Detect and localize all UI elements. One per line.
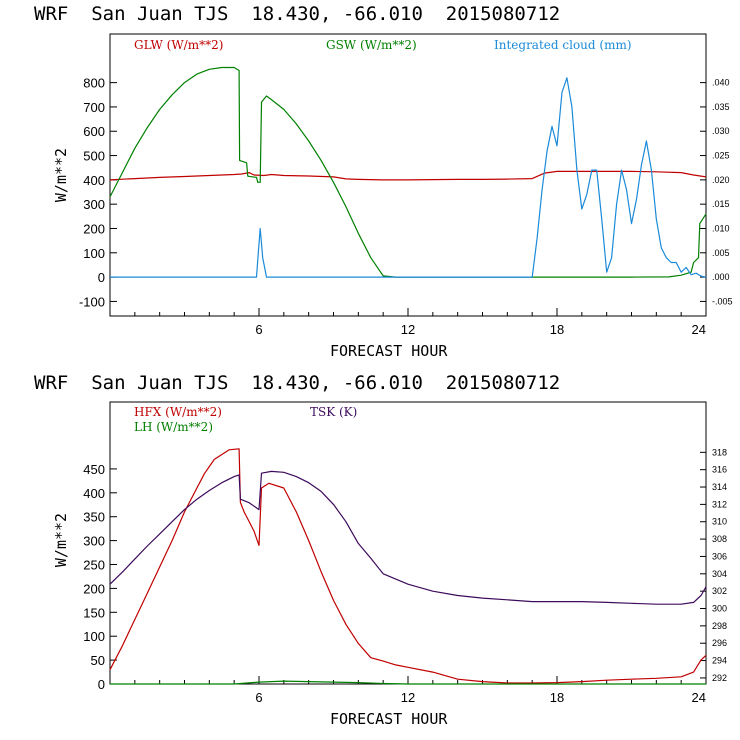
x-tick-label: 12 — [401, 690, 415, 705]
y2-tick-label: 318 — [712, 447, 727, 457]
y2-tick-label: .015 — [712, 199, 730, 209]
y2-tick-label: 298 — [712, 621, 727, 631]
y-tick-label: 100 — [83, 629, 105, 644]
y-tick-label: 300 — [83, 534, 105, 549]
legend-tsk: TSK (K) — [310, 405, 357, 419]
chart-1-x-axis-label: FORECAST HOUR — [330, 342, 448, 360]
chart-panel-1: WRF San Juan TJS 18.430, -66.010 2015080… — [34, 3, 733, 360]
y-tick-label: 800 — [83, 76, 105, 91]
y2-tick-label: 300 — [712, 604, 727, 614]
legend-lh: LH (W/m**2) — [134, 420, 213, 434]
chart-2-axes: 6 12 18 24 0 50 100 150 200 250 300 350 400 450 292 294… — [83, 447, 727, 705]
x-tick-label: 6 — [255, 690, 262, 705]
chart-2-plot-frame — [109, 401, 707, 685]
y-tick-label: 250 — [83, 558, 105, 573]
x-tick-label: 18 — [550, 322, 564, 337]
x-tick-label: 18 — [550, 690, 564, 705]
y2-tick-label: 314 — [712, 482, 727, 492]
chart-2-series — [109, 448, 707, 685]
y-tick-label: 600 — [83, 124, 105, 139]
y2-tick-label: 292 — [712, 673, 727, 683]
legend-integrated-cloud: Integrated cloud (mm) — [494, 38, 632, 52]
y-tick-label: 0 — [98, 270, 105, 285]
chart-2-title: WRF San Juan TJS 18.430, -66.010 2015080… — [34, 372, 560, 394]
y2-tick-label: .000 — [712, 272, 730, 282]
x-tick-label: 6 — [255, 322, 262, 337]
y-tick-label: 400 — [83, 173, 105, 188]
y-tick-label: 100 — [83, 246, 105, 261]
chart-1-y-axis-label: W/m**2 — [52, 148, 70, 202]
y-tick-label: 400 — [83, 486, 105, 501]
series-line-glw — [109, 170, 707, 181]
y2-tick-label: .040 — [712, 78, 730, 88]
y2-tick-label: .030 — [712, 126, 730, 136]
y2-tick-label: -.005 — [712, 296, 733, 306]
chart-panel-2: WRF San Juan TJS 18.430, -66.010 2015080… — [34, 372, 727, 728]
y2-tick-label: 304 — [712, 569, 727, 579]
y2-tick-label: 306 — [712, 551, 727, 561]
chart-1-title: WRF San Juan TJS 18.430, -66.010 2015080… — [34, 3, 560, 25]
y-tick-label: 700 — [83, 100, 105, 115]
y2-tick-label: .010 — [712, 223, 730, 233]
y-tick-label: 500 — [83, 149, 105, 164]
y-tick-label: 450 — [83, 462, 105, 477]
series-line-tsk — [109, 470, 707, 605]
series-line-hfx — [109, 448, 707, 684]
series-line-gsw — [109, 66, 707, 278]
series-line-integrated — [110, 77, 707, 278]
legend-hfx: HFX (W/m**2) — [134, 405, 222, 419]
x-tick-label: 12 — [401, 322, 415, 337]
y2-tick-label: .035 — [712, 102, 730, 112]
chart-2-y-axis-label: W/m**2 — [52, 513, 70, 567]
y-tick-label: 300 — [83, 197, 105, 212]
y-tick-label: 0 — [98, 677, 105, 692]
y2-tick-label: 316 — [712, 465, 727, 475]
y2-tick-label: 296 — [712, 638, 727, 648]
y2-tick-label: .025 — [712, 151, 730, 161]
y2-tick-label: 308 — [712, 534, 727, 544]
y2-tick-label: 312 — [712, 499, 727, 509]
y2-tick-label: 310 — [712, 517, 727, 527]
y-tick-label: 200 — [83, 221, 105, 236]
y2-tick-label: 294 — [712, 656, 727, 666]
y2-tick-label: .020 — [712, 175, 730, 185]
legend-gsw: GSW (W/m**2) — [326, 38, 417, 52]
series-line-lh — [110, 680, 706, 685]
x-tick-label: 24 — [692, 322, 706, 337]
chart-1-series — [109, 66, 707, 278]
y-tick-label: 50 — [91, 653, 105, 668]
y-tick-label: 200 — [83, 581, 105, 596]
x-tick-label: 24 — [692, 690, 706, 705]
y2-tick-label: .005 — [712, 248, 730, 258]
y-tick-label: 350 — [83, 510, 105, 525]
y-tick-label: -100 — [79, 294, 105, 309]
y-tick-label: 150 — [83, 605, 105, 620]
chart-1-plot-frame — [109, 33, 707, 317]
y2-tick-label: 302 — [712, 586, 727, 596]
chart-2-x-axis-label: FORECAST HOUR — [330, 710, 448, 728]
legend-glw: GLW (W/m**2) — [134, 38, 223, 52]
chart-1-axes: 6 12 18 24 -100 0 100 200 300 400 500 600 700 800 .000… — [79, 76, 733, 337]
